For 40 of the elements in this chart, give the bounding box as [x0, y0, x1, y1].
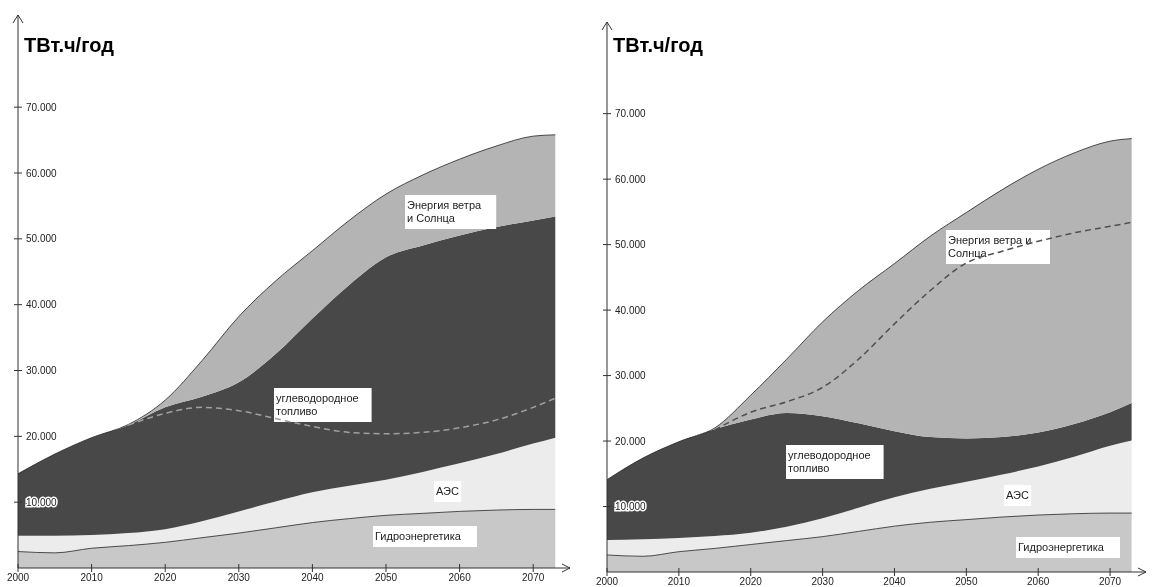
- series-label: углеводородное топливо: [276, 392, 359, 417]
- x-tick-label: 2030: [227, 572, 251, 583]
- x-tick-label: 2040: [883, 576, 907, 587]
- y-tick-label: 20.000: [26, 430, 58, 442]
- x-tick-label: 2030: [811, 576, 835, 587]
- y-tick-label: 60.000: [615, 173, 647, 185]
- y-tick-label: 70.000: [615, 108, 647, 120]
- series-label: Энергия ветра и Солнца: [407, 199, 483, 224]
- x-tick-label: 2070: [1098, 576, 1122, 587]
- x-tick-label: 2070: [522, 572, 545, 583]
- x-tick-label: 2060: [448, 572, 472, 583]
- y-tick-label: 60.000: [26, 167, 58, 179]
- y-tick-label: 20.000: [615, 435, 647, 447]
- series-label: АЭС: [1006, 489, 1029, 501]
- series-label: Гидроэнергетика: [375, 530, 462, 542]
- x-tick-label: 2060: [1027, 576, 1050, 587]
- x-tick-label: 2010: [80, 572, 104, 583]
- x-tick-label: 2040: [301, 572, 324, 583]
- x-tick-label: 2010: [667, 576, 691, 587]
- x-tick-label: 2000: [6, 572, 30, 583]
- line-series: [127, 397, 557, 435]
- x-tick-label: 2000: [595, 576, 619, 587]
- series-label: Гидроэнергетика: [1018, 541, 1105, 553]
- y-tick-label: 10.000: [26, 496, 58, 508]
- series-label: углеводородное топливо: [788, 449, 871, 474]
- y-axis-title: ТВт.ч/год: [613, 34, 704, 56]
- x-tick-label: 2020: [739, 576, 763, 587]
- y-axis-title: ТВт.ч/год: [24, 34, 115, 56]
- y-tick-label: 30.000: [26, 365, 58, 376]
- x-tick-label: 2050: [374, 572, 398, 583]
- y-tick-label: 30.000: [615, 370, 647, 382]
- x-tick-label: 2020: [154, 572, 177, 583]
- y-tick-label: 40.000: [26, 299, 58, 311]
- y-tick-label: 50.000: [615, 239, 647, 251]
- series-label: АЭС: [436, 485, 459, 497]
- y-tick-label: 40.000: [615, 304, 647, 316]
- y-tick-label: 50.000: [26, 233, 58, 245]
- y-tick-label: 10.000: [615, 501, 647, 513]
- y-tick-label: 70.000: [26, 101, 58, 113]
- x-tick-label: 2050: [955, 576, 978, 587]
